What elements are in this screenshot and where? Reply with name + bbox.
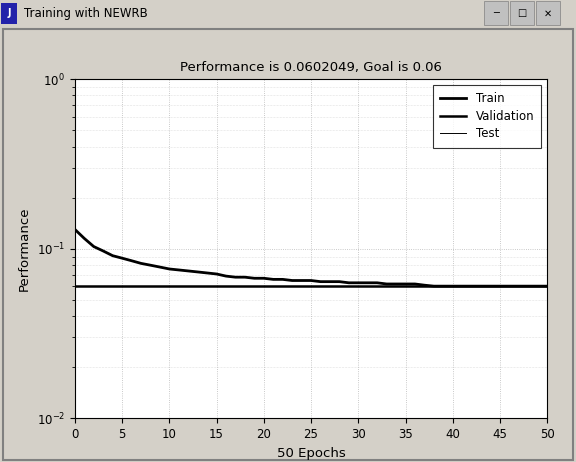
Text: □: □ [517, 8, 526, 18]
Text: ─: ─ [493, 8, 499, 18]
Train [430, 283, 437, 289]
Test [81, 284, 88, 289]
Line: Train: Train [75, 230, 547, 286]
Validation [81, 284, 88, 289]
Bar [536, 1, 560, 25]
Bar [1, 3, 17, 24]
Train [71, 227, 78, 232]
Train [175, 267, 182, 273]
Bar [510, 1, 534, 25]
Train [544, 283, 551, 289]
Validation [71, 284, 78, 289]
Test [71, 284, 78, 289]
Text: Training with NEWRB: Training with NEWRB [24, 7, 148, 20]
Train [383, 281, 390, 287]
Train [411, 281, 418, 287]
Train [535, 283, 541, 289]
X-axis label: 50 Epochs: 50 Epochs [276, 447, 346, 460]
Train [222, 274, 229, 279]
Train [213, 271, 220, 277]
Y-axis label: Performance: Performance [18, 207, 31, 291]
Bar [484, 1, 508, 25]
Title: Performance is 0.0602049, Goal is 0.06: Performance is 0.0602049, Goal is 0.06 [180, 61, 442, 73]
Text: J: J [7, 8, 11, 18]
Text: ✕: ✕ [544, 8, 552, 18]
Legend: Train, Validation, Test: Train, Validation, Test [433, 85, 541, 147]
